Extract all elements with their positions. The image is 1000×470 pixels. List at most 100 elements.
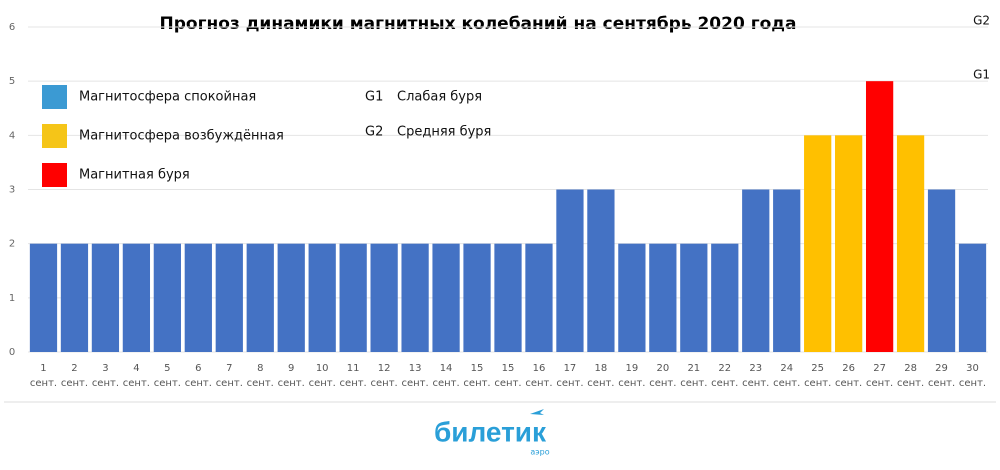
x-tick-label: 2 (71, 363, 77, 374)
x-tick-sublabel: сент. (247, 378, 274, 389)
x-tick-sublabel: сент. (30, 378, 57, 389)
x-tick-sublabel: сент. (556, 378, 583, 389)
x-tick-label: 3 (102, 363, 108, 374)
x-tick-sublabel: сент. (587, 378, 614, 389)
x-tick-label: 12 (378, 363, 391, 374)
bar (494, 243, 522, 352)
x-tick-label: 25 (811, 363, 824, 374)
x-tick-label: 19 (626, 363, 639, 374)
bar (618, 243, 646, 352)
x-tick-sublabel: сент. (154, 378, 181, 389)
bar (556, 189, 584, 352)
x-tick-label: 5 (164, 363, 170, 374)
legend-label: Магнитная буря (79, 168, 190, 183)
x-tick-sublabel: сент. (835, 378, 862, 389)
x-tick-label: 10 (316, 363, 329, 374)
scale-code: G2 (365, 125, 383, 140)
legend-swatch (42, 85, 67, 109)
x-tick-label: 23 (749, 363, 762, 374)
x-tick-label: 16 (533, 363, 546, 374)
x-tick-label: 15 (471, 363, 484, 374)
y-tick-label: 3 (9, 185, 15, 196)
x-tick-sublabel: сент. (432, 378, 459, 389)
x-tick-sublabel: сент. (278, 378, 305, 389)
x-tick-label: 9 (288, 363, 294, 374)
legend-swatch (42, 124, 67, 148)
x-tick-label: 18 (595, 363, 608, 374)
scale-text: Слабая буря (397, 90, 482, 105)
x-tick-sublabel: сент. (340, 378, 367, 389)
x-tick-sublabel: сент. (680, 378, 707, 389)
bar (680, 243, 708, 352)
bar (370, 243, 398, 352)
x-tick-sublabel: сент. (525, 378, 552, 389)
x-tick-sublabel: сент. (61, 378, 88, 389)
logo-plane (530, 409, 544, 415)
x-tick-sublabel: сент. (649, 378, 676, 389)
bar (401, 243, 429, 352)
legend-swatch (42, 163, 67, 187)
bar (29, 243, 58, 352)
x-tick-sublabel: сент. (742, 378, 769, 389)
x-tick-sublabel: сент. (959, 378, 986, 389)
x-tick-label: 15 (502, 363, 515, 374)
bar (60, 243, 89, 352)
x-tick-sublabel: сент. (711, 378, 738, 389)
x-tick-sublabel: сент. (618, 378, 645, 389)
x-tick-label: 21 (687, 363, 700, 374)
x-tick-label: 11 (347, 363, 360, 374)
scale-code: G1 (365, 90, 383, 105)
x-tick-label: 14 (440, 363, 453, 374)
x-tick-label: 20 (656, 363, 669, 374)
y-tick-label: 5 (9, 76, 15, 87)
x-tick-label: 27 (873, 363, 886, 374)
bar (153, 243, 181, 352)
y-tick-label: 1 (9, 293, 15, 304)
x-tick-sublabel: сент. (928, 378, 955, 389)
x-tick-label: 1 (40, 363, 46, 374)
bar (339, 243, 367, 352)
bar (927, 189, 956, 352)
x-tick-sublabel: сент. (185, 378, 212, 389)
x-tick-sublabel: сент. (494, 378, 521, 389)
bar (742, 189, 770, 352)
bar (122, 243, 151, 352)
bar (835, 135, 863, 352)
x-tick-sublabel: сент. (123, 378, 150, 389)
bar (865, 81, 894, 353)
bar (525, 243, 553, 352)
bar (587, 189, 615, 352)
x-tick-sublabel: сент. (463, 378, 490, 389)
bar (432, 243, 460, 352)
legend-label: Магнитосфера спокойная (79, 90, 256, 105)
bar (711, 243, 739, 352)
x-tick-label: 30 (966, 363, 979, 374)
bar (896, 135, 925, 352)
logo-sub: аэро (530, 448, 549, 457)
bar (463, 243, 491, 352)
x-tick-label: 22 (718, 363, 731, 374)
level-annotation: G2 (973, 14, 990, 28)
chart-title: Прогноз динамики магнитных колебаний на … (160, 14, 797, 34)
x-tick-label: 17 (564, 363, 577, 374)
x-tick-label: 8 (257, 363, 263, 374)
x-tick-sublabel: сент. (92, 378, 119, 389)
x-tick-sublabel: сент. (216, 378, 243, 389)
bar (215, 243, 243, 352)
x-tick-sublabel: сент. (804, 378, 831, 389)
bar (184, 243, 212, 352)
x-tick-sublabel: сент. (309, 378, 336, 389)
x-tick-label: 6 (195, 363, 201, 374)
legend-label: Магнитосфера возбуждённая (79, 129, 284, 144)
bar (308, 243, 336, 352)
y-tick-label: 4 (9, 130, 15, 141)
x-tick-label: 13 (409, 363, 422, 374)
x-tick-sublabel: сент. (866, 378, 893, 389)
x-tick-sublabel: сент. (897, 378, 924, 389)
bar (277, 243, 305, 352)
x-tick-label: 4 (133, 363, 139, 374)
bar (773, 189, 801, 352)
level-annotation: G1 (973, 68, 990, 82)
bar (958, 243, 987, 352)
